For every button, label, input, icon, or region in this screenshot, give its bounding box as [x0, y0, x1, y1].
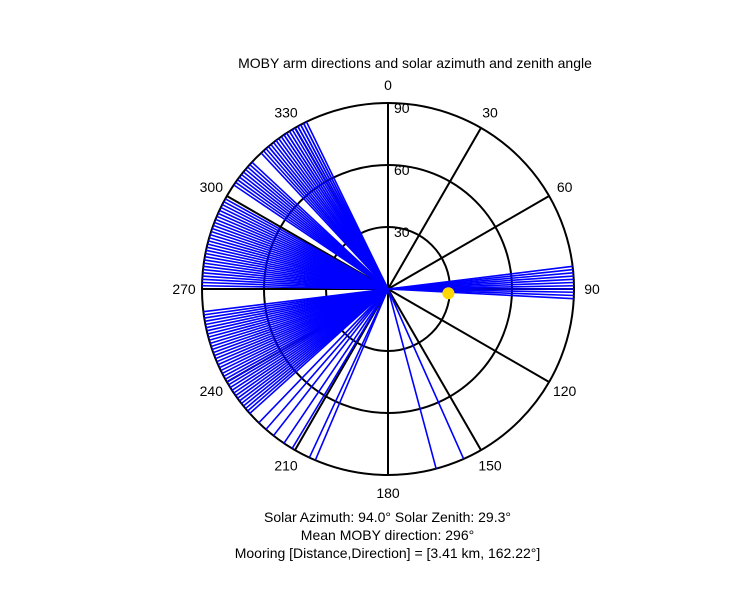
radius-tick-label-30: 30 — [394, 224, 410, 240]
spoke-30 — [387, 127, 482, 290]
arm-direction-line — [291, 288, 389, 449]
mooring-caption: Mooring [Distance,Direction] = [3.41 km,… — [234, 545, 541, 561]
angle-tick-label-60: 60 — [557, 179, 573, 195]
arm-direction-line — [387, 288, 437, 469]
radius-tick-label-90: 90 — [394, 100, 410, 116]
spoke-60 — [387, 195, 550, 290]
chart-title: MOBY arm directions and solar azimuth an… — [238, 55, 592, 71]
angle-tick-label-150: 150 — [478, 458, 502, 474]
angle-tick-label-0: 0 — [384, 77, 392, 93]
arm-direction-line — [308, 288, 389, 458]
arm-direction-line — [387, 288, 574, 300]
radius-tick-label-60: 60 — [394, 162, 410, 178]
arm-direction-line — [387, 288, 465, 460]
arm-direction-line — [283, 288, 389, 444]
arm-directions — [202, 121, 574, 469]
moby-direction-caption: Mean MOBY direction: 296° — [300, 527, 475, 543]
arm-direction-line — [202, 284, 389, 290]
arm-direction-line — [314, 288, 389, 461]
arm-direction-line — [249, 288, 389, 415]
angle-tick-label-180: 180 — [376, 485, 400, 501]
sun-marker-group — [442, 287, 455, 300]
angle-tick-label-270: 270 — [172, 281, 196, 297]
sun-marker — [442, 287, 455, 300]
arm-direction-line — [233, 184, 389, 290]
tick-labels: 0 30 60 90 120 150 180 210 240 270 300 330 30 60 90 — [172, 77, 600, 501]
angle-tick-label-330: 330 — [274, 104, 298, 120]
arm-direction-line — [272, 288, 389, 437]
angle-tick-label-90: 90 — [584, 281, 600, 297]
arm-direction-line — [258, 288, 389, 424]
angle-tick-label-300: 300 — [200, 179, 224, 195]
solar-caption: Solar Azimuth: 94.0° Solar Zenith: 29.3° — [264, 509, 511, 525]
angle-tick-label-240: 240 — [200, 383, 224, 399]
arm-direction-line — [265, 288, 389, 430]
angle-tick-label-120: 120 — [553, 383, 577, 399]
spoke-150 — [387, 288, 482, 451]
arm-direction-line — [260, 152, 389, 290]
angle-tick-label-30: 30 — [482, 104, 498, 120]
angle-tick-label-210: 210 — [274, 458, 298, 474]
spoke-120 — [387, 288, 550, 383]
